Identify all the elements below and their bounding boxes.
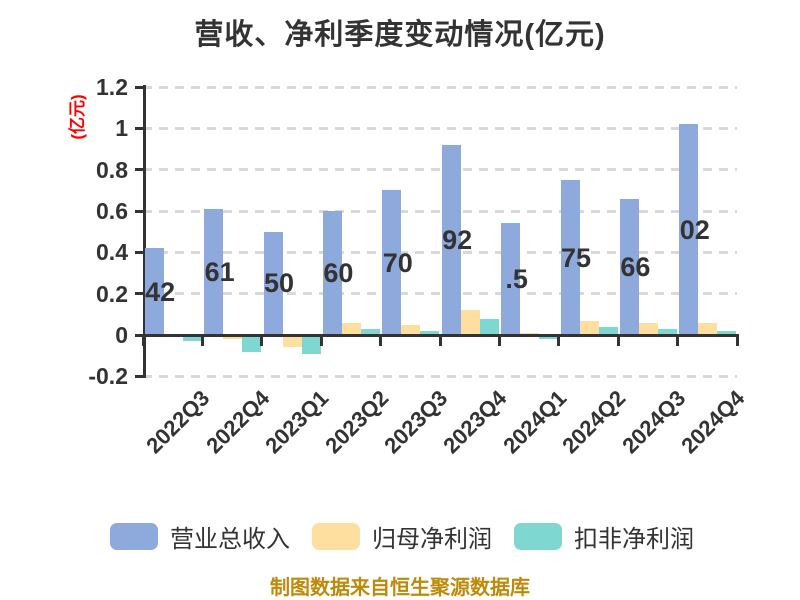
- bar-归母净利润-2024Q4: [698, 322, 718, 336]
- x-tick-label: 2024Q1: [498, 385, 572, 459]
- y-tick-label: -0.2: [88, 363, 128, 390]
- bar-营业总收入-2023Q4: [441, 144, 461, 336]
- x-tick-label: 2022Q3: [141, 385, 215, 459]
- bar-归母净利润-2022Q4: [223, 335, 243, 340]
- y-tick-mark: [135, 209, 143, 213]
- x-tick-mark: [141, 335, 145, 346]
- y-axis-spine: [143, 85, 146, 378]
- bar-扣非净利润-2023Q2: [360, 328, 380, 336]
- bar-扣非净利润-2024Q3: [657, 328, 677, 336]
- legend-label: 归母净利润: [372, 526, 492, 553]
- bar-营业总收入-2023Q1: [263, 231, 283, 336]
- legend-label: 营业总收入: [170, 526, 290, 553]
- bar-扣非净利润-2022Q3: [182, 335, 202, 342]
- y-tick-label: 1.2: [96, 74, 128, 100]
- gridline: [143, 126, 737, 130]
- x-tick-label: 2022Q4: [201, 385, 275, 459]
- legend-item-归母净利润: 归母净利润: [312, 519, 492, 554]
- bar-value-label: 02: [679, 214, 710, 245]
- bar-营业总收入-2024Q1: [501, 223, 521, 336]
- bar-扣非净利润-2022Q4: [242, 335, 262, 352]
- y-tick-mark: [135, 85, 143, 89]
- x-tick-mark: [676, 335, 680, 346]
- y-tick-label: 0.6: [96, 198, 128, 225]
- gridline: [143, 374, 737, 378]
- bar-value-label: 60: [323, 258, 354, 289]
- bar-value-label: .5: [505, 264, 528, 295]
- bar-营业总收入-2023Q2: [322, 211, 342, 336]
- legend-item-营业总收入: 营业总收入: [110, 519, 290, 554]
- y-tick-label: 0.8: [96, 156, 128, 183]
- bar-归母净利润-2024Q3: [638, 322, 658, 336]
- y-tick-label: 1: [115, 115, 128, 142]
- bar-营业总收入-2024Q3: [619, 198, 639, 336]
- legend-swatch: [514, 523, 562, 550]
- bar-扣非净利润-2024Q1: [539, 335, 559, 340]
- bar-归母净利润-2023Q4: [460, 310, 480, 336]
- gridline: [143, 209, 737, 213]
- bar-归母净利润-2023Q2: [341, 322, 361, 336]
- bar-value-label: 42: [145, 276, 176, 307]
- x-tick-mark: [735, 335, 739, 346]
- x-tick-mark: [260, 335, 264, 346]
- bar-value-label: 70: [382, 247, 413, 278]
- bar-扣非净利润-2023Q1: [301, 335, 321, 354]
- bar-营业总收入-2022Q3: [144, 248, 164, 336]
- chart-title: 营收、净利季度变动情况(亿元): [194, 19, 606, 51]
- gridline: [143, 85, 737, 89]
- bar-value-label: 66: [620, 251, 651, 282]
- y-tick-mark: [135, 292, 143, 296]
- x-tick-mark: [616, 335, 620, 346]
- x-tick-label: 2024Q2: [557, 385, 631, 459]
- x-tick-label: 2024Q4: [676, 385, 750, 459]
- chart-legend: 营业总收入 归母净利润 扣非净利润: [110, 519, 694, 554]
- bar-value-label: 61: [204, 257, 235, 288]
- bar-扣非净利润-2024Q4: [717, 330, 737, 336]
- bar-扣非净利润-2023Q3: [420, 330, 440, 336]
- x-tick-label: 2023Q3: [379, 385, 453, 459]
- legend-swatch: [110, 523, 158, 550]
- bar-营业总收入-2024Q4: [679, 124, 699, 336]
- bar-归母净利润-2023Q3: [401, 324, 421, 336]
- bar-归母净利润-2024Q2: [579, 320, 599, 336]
- x-tick-label: 2023Q1: [260, 385, 334, 459]
- y-tick-mark: [135, 168, 143, 172]
- x-tick-mark: [497, 335, 501, 346]
- y-tick-mark: [135, 126, 143, 130]
- bar-归母净利润-2023Q1: [282, 335, 302, 348]
- bar-营业总收入-2023Q3: [382, 190, 402, 336]
- x-tick-mark: [438, 335, 442, 346]
- bar-value-label: 50: [263, 268, 295, 299]
- y-tick-mark: [135, 333, 143, 337]
- bar-扣非净利润-2024Q2: [598, 326, 618, 336]
- y-tick-label: 0.2: [96, 280, 128, 307]
- y-tick-mark: [135, 250, 143, 254]
- gridline: [143, 250, 737, 254]
- bar-营业总收入-2022Q4: [204, 208, 224, 336]
- y-tick-mark: [135, 374, 143, 378]
- legend-item-扣非净利润: 扣非净利润: [514, 519, 694, 554]
- x-tick-mark: [200, 335, 204, 346]
- gridline: [143, 292, 737, 296]
- x-tick-label: 2023Q2: [319, 385, 393, 459]
- bar-扣非净利润-2023Q4: [479, 318, 499, 336]
- gridline: [143, 168, 737, 172]
- legend-swatch: [312, 523, 360, 550]
- y-tick-label: 0.4: [96, 239, 128, 266]
- x-tick-mark: [557, 335, 561, 346]
- x-tick-mark: [379, 335, 383, 346]
- bar-value-label: 92: [442, 224, 473, 255]
- x-tick-label: 2023Q4: [438, 385, 512, 459]
- y-tick-label: 0: [115, 322, 128, 349]
- bar-营业总收入-2024Q2: [560, 180, 580, 336]
- legend-label: 扣非净利润: [574, 526, 694, 553]
- x-tick-mark: [319, 335, 323, 346]
- x-tick-label: 2024Q3: [616, 385, 690, 459]
- bar-value-label: 75: [560, 242, 592, 273]
- footer-source-note: 制图数据来自恒生聚源数据库: [270, 577, 530, 599]
